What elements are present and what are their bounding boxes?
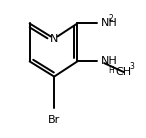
Text: NH: NH [101, 56, 118, 66]
Text: NH: NH [101, 18, 118, 28]
Text: H: H [108, 66, 114, 75]
Text: 3: 3 [130, 62, 135, 71]
Text: CH: CH [115, 67, 131, 77]
Text: Br: Br [48, 115, 60, 125]
Text: 2: 2 [108, 14, 113, 23]
Text: N: N [50, 34, 58, 44]
